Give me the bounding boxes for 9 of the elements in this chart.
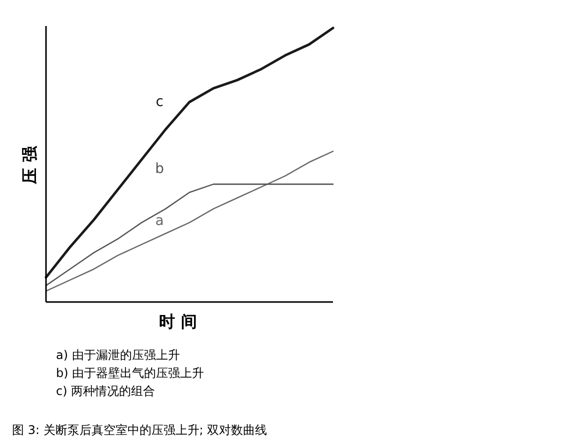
- text: c) 两种情况的组合: [56, 384, 156, 398]
- text: a) 由于漏泄的压强上升: [56, 348, 180, 362]
- text: b) 由于器壁出气的压强上升: [56, 366, 204, 380]
- series-label: c: [156, 94, 164, 110]
- y-axis-title: 压 强: [20, 145, 39, 185]
- series-label: a: [155, 213, 164, 230]
- series-label: b: [155, 161, 164, 178]
- x-axis-title: 时 间: [159, 312, 197, 331]
- caption: 图 3: 关断泵后真空室中的压强上升; 双对数曲线: [12, 423, 268, 437]
